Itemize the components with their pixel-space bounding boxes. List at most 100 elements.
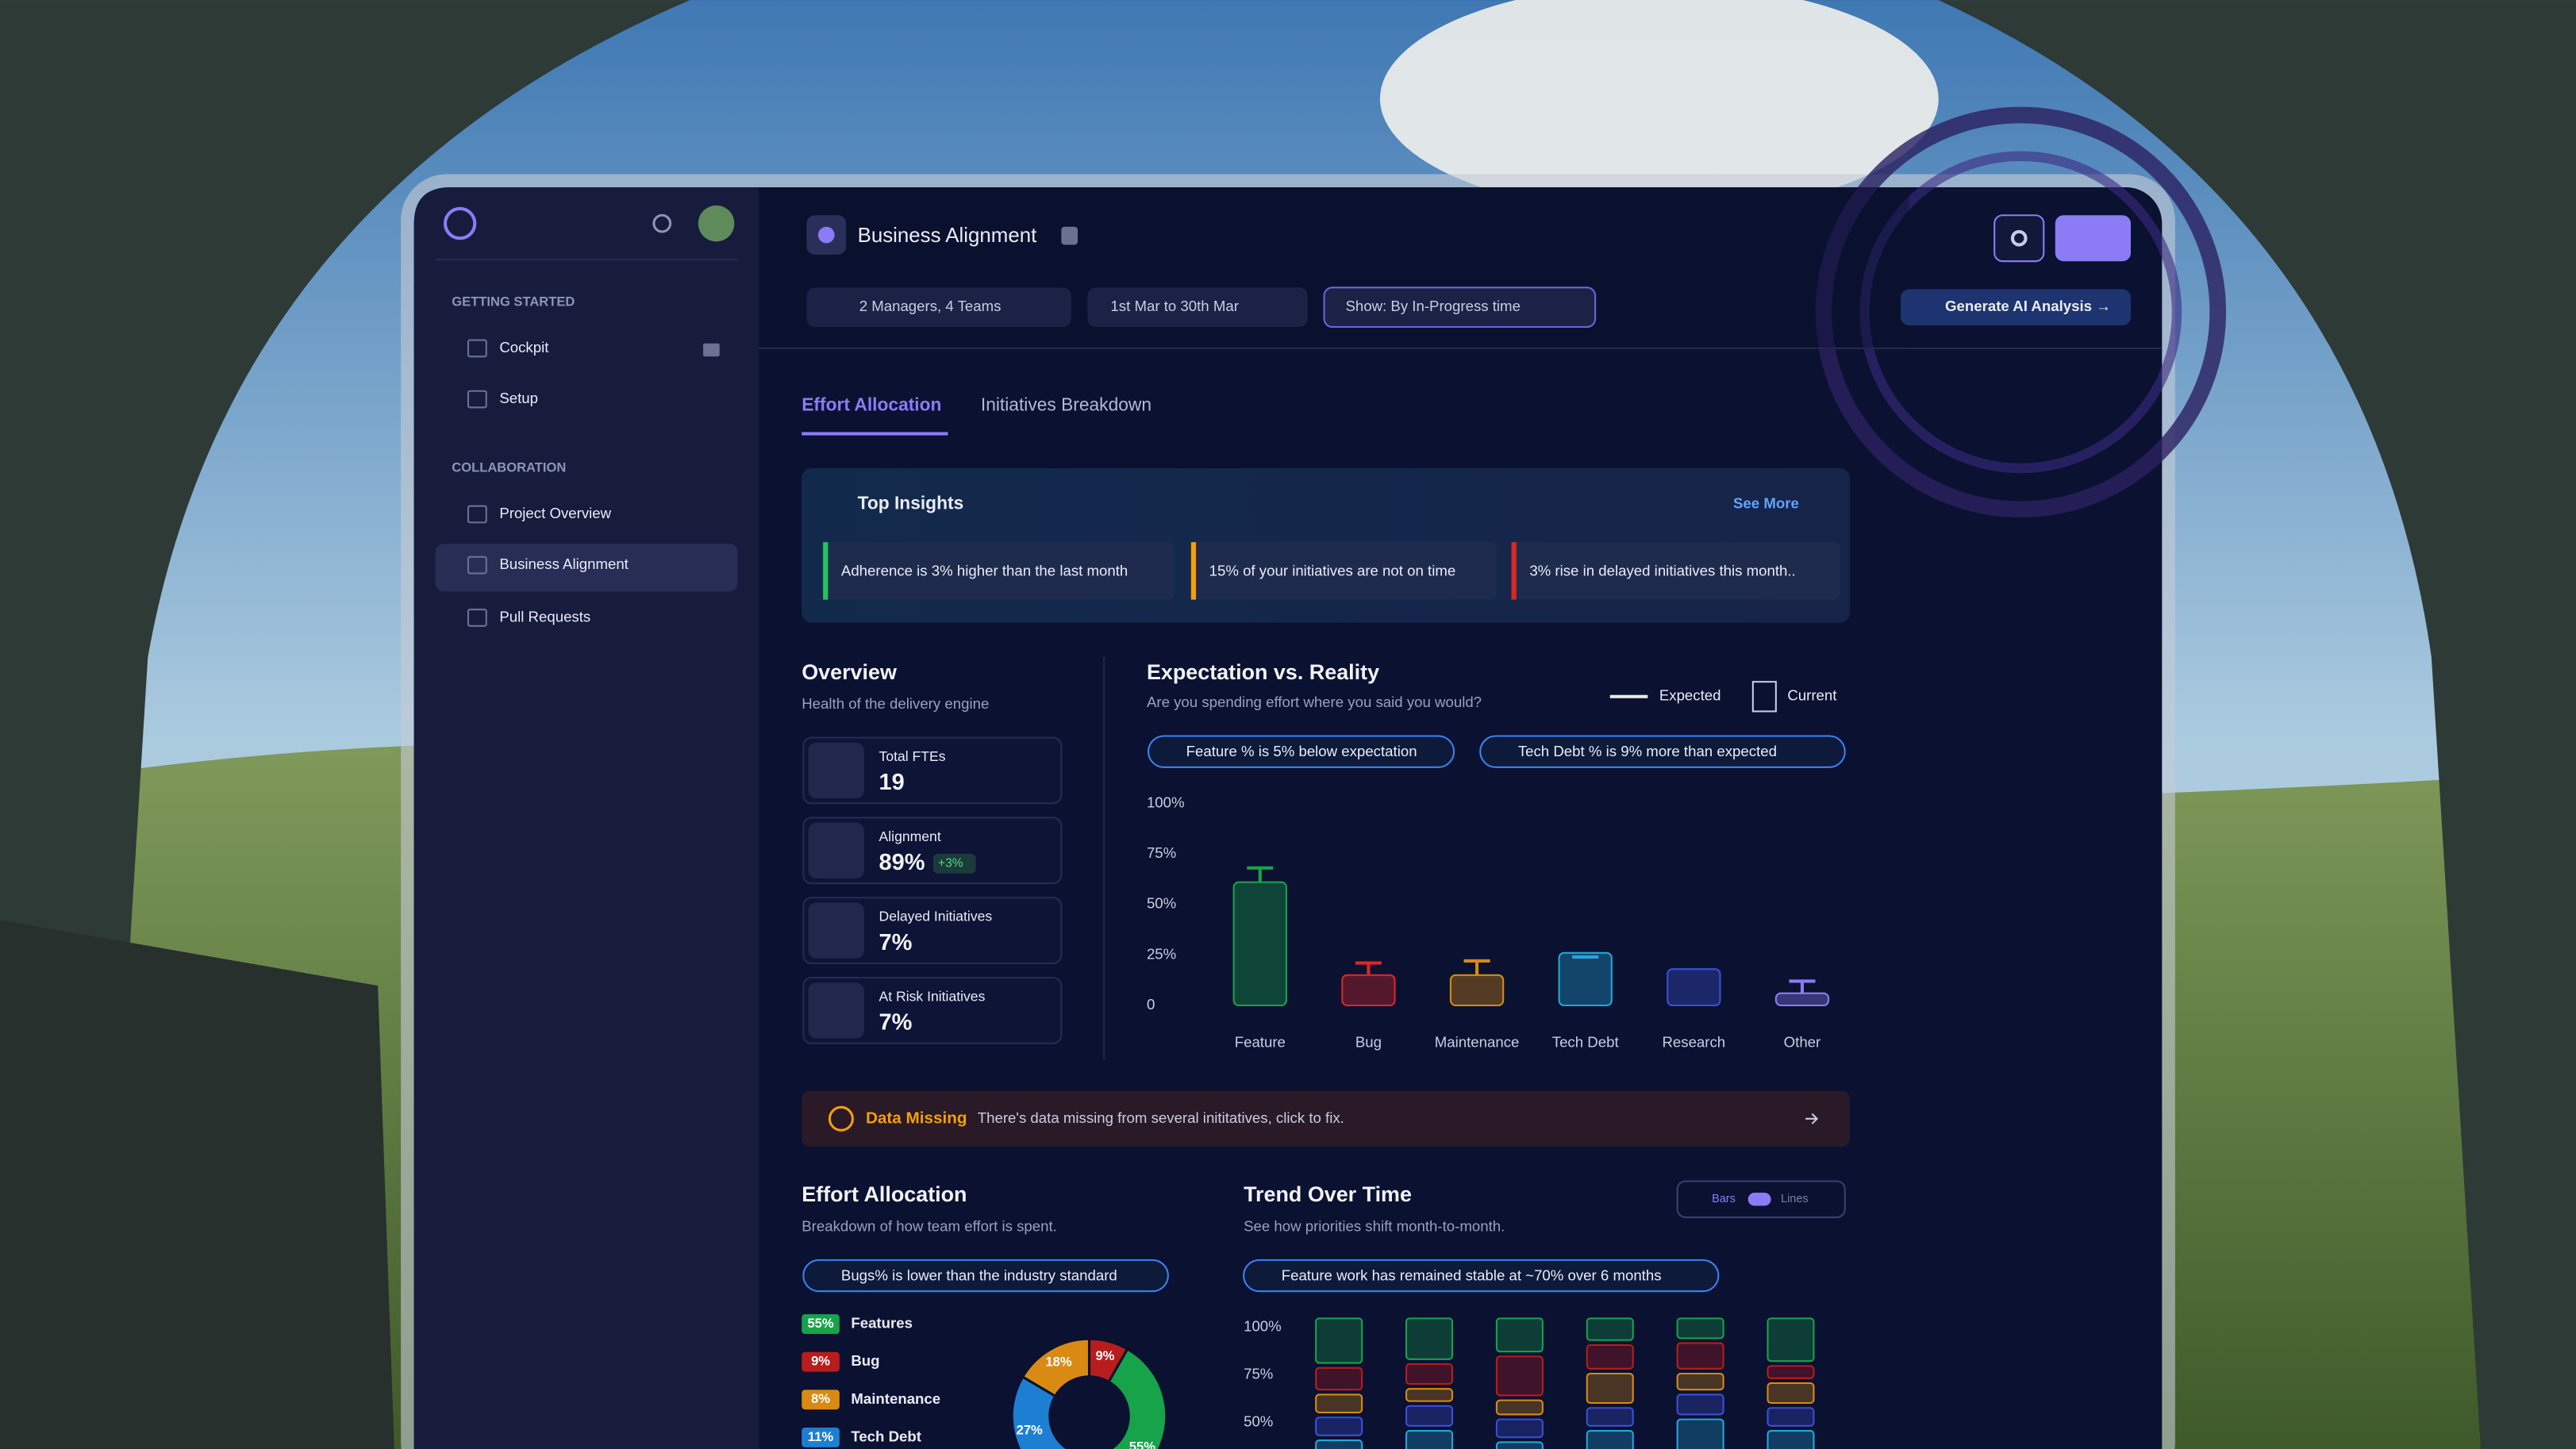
avatar[interactable]: [698, 205, 735, 242]
legend-label: Expected: [1659, 687, 1721, 704]
frame-left: [0, 0, 690, 1449]
bar-segment: [1676, 1317, 1724, 1339]
decor: [1815, 106, 2227, 518]
stat-badge-label: +3%: [938, 856, 963, 870]
x-tick-label: Feature: [1235, 1034, 1286, 1051]
annotation-pill: [1243, 1259, 1720, 1293]
x-tick-label: Other: [1784, 1034, 1821, 1051]
nav-item[interactable]: Business Alignment: [499, 555, 629, 572]
bar-segment: [1676, 1342, 1724, 1370]
logo: [443, 206, 477, 240]
slice-label: 9%: [1095, 1348, 1114, 1363]
insight-accent: [1511, 542, 1517, 600]
nav-item[interactable]: Project Overview: [499, 505, 611, 521]
stat-label: Delayed Initiatives: [879, 909, 993, 924]
legend-badge: [802, 1428, 840, 1447]
bar-segment: [1405, 1363, 1454, 1386]
bar: [1449, 974, 1505, 1007]
annotation-pill: [1148, 735, 1455, 768]
icon[interactable]: [652, 213, 672, 233]
bar-segment: [1495, 1399, 1544, 1416]
legend-value: 11%: [808, 1429, 833, 1444]
toggle-switch[interactable]: [1747, 1192, 1771, 1206]
ai-button-label[interactable]: Generate AI Analysis →: [1945, 298, 2111, 314]
stat-value: 7%: [879, 930, 913, 955]
filter[interactable]: [1087, 287, 1308, 328]
bar-segment: [1495, 1418, 1544, 1439]
expected-marker: [1247, 866, 1274, 882]
insight-card: [823, 542, 1175, 600]
insights-title: Top Insights: [858, 493, 964, 513]
filter[interactable]: [806, 287, 1071, 328]
see-more[interactable]: See More: [1733, 495, 1799, 512]
stat-badge: [932, 853, 976, 874]
x-tick-label: Maintenance: [1435, 1034, 1520, 1051]
y-tick-label: 75%: [1244, 1366, 1273, 1382]
stat-label: At Risk Initiatives: [879, 988, 986, 1004]
toggle-label[interactable]: Lines: [1781, 1193, 1809, 1205]
legend-label[interactable]: Maintenance: [851, 1390, 940, 1407]
bar-segment: [1315, 1317, 1363, 1364]
chart-subtitle: See how priorities shift month-to-month.: [1244, 1217, 1505, 1234]
toggle-label[interactable]: Bars: [1712, 1193, 1736, 1205]
insight-text: 3% rise in delayed initiatives this mont…: [1529, 562, 1795, 578]
bar: [1232, 881, 1287, 1007]
link-button[interactable]: [2055, 215, 2131, 262]
chart-title: Effort Allocation: [802, 1182, 967, 1206]
bar-segment: [1767, 1382, 1815, 1405]
stat-card: [802, 736, 1063, 805]
slice-label: 27%: [1017, 1423, 1043, 1438]
filter-label[interactable]: Show: By In-Progress time: [1345, 298, 1520, 314]
filter-label[interactable]: 2 Managers, 4 Teams: [859, 298, 1002, 314]
alert[interactable]: [802, 1090, 1850, 1147]
nav-item[interactable]: Setup: [499, 390, 538, 406]
legend-label: Current: [1787, 687, 1837, 704]
legend-label[interactable]: Tech Debt: [851, 1428, 921, 1444]
nav-item[interactable]: Pull Requests: [499, 608, 590, 625]
y-tick-label: 50%: [1244, 1413, 1273, 1430]
toggle[interactable]: [1676, 1180, 1846, 1219]
insight-card: [1511, 542, 1840, 600]
insight-text: 15% of your initiatives are not on time: [1209, 562, 1456, 578]
donut-slice: [1021, 1337, 1091, 1398]
bar-segment: [1405, 1317, 1454, 1360]
stat-icon: [808, 742, 864, 799]
alert-arrow[interactable]: [1805, 1113, 1819, 1124]
legend-swatch: [1751, 681, 1777, 713]
filter[interactable]: [1323, 286, 1597, 329]
stat-card: [802, 976, 1063, 1044]
legend-label[interactable]: Bug: [851, 1352, 879, 1369]
bar-segment: [1767, 1407, 1815, 1427]
cloud: [1380, 0, 1939, 214]
bar-segment: [1315, 1439, 1363, 1449]
legend-badge: [802, 1351, 840, 1372]
settings-button[interactable]: [1994, 214, 2045, 263]
legend-value: 55%: [807, 1316, 833, 1331]
nav-icon: [467, 555, 487, 575]
nav-item[interactable]: Cockpit: [499, 339, 549, 356]
chart-title: Expectation vs. Reality: [1147, 660, 1379, 684]
legend-badge: [802, 1314, 840, 1335]
filter-label[interactable]: 1st Mar to 30th Mar: [1110, 298, 1238, 314]
stat-label: Total FTEs: [879, 748, 946, 764]
nav-icon: [467, 505, 487, 524]
expected-marker: [1463, 959, 1490, 975]
bar-segment: [1676, 1418, 1724, 1449]
annotation: Feature work has remained stable at ~70%…: [1282, 1266, 1662, 1283]
tab[interactable]: Initiatives Breakdown: [981, 394, 1152, 414]
stat-value: 19: [879, 770, 905, 795]
page-icon-shape: [817, 226, 835, 244]
help-icon[interactable]: [1061, 226, 1078, 245]
bar: [1341, 974, 1396, 1007]
y-tick-label: 25%: [1147, 945, 1176, 962]
expected-marker: [1355, 961, 1382, 975]
legend-label[interactable]: Features: [851, 1315, 913, 1332]
ai-button[interactable]: [1901, 289, 2131, 325]
chart-subtitle: Breakdown of how team effort is spent.: [802, 1217, 1057, 1234]
section-title: GETTING STARTED: [452, 294, 575, 309]
insight-card: [1190, 542, 1497, 600]
frame-right: [1938, 0, 2576, 1449]
tab[interactable]: Effort Allocation: [802, 394, 941, 414]
donut-slice: [1010, 1374, 1071, 1449]
legend-value: 9%: [811, 1354, 830, 1369]
